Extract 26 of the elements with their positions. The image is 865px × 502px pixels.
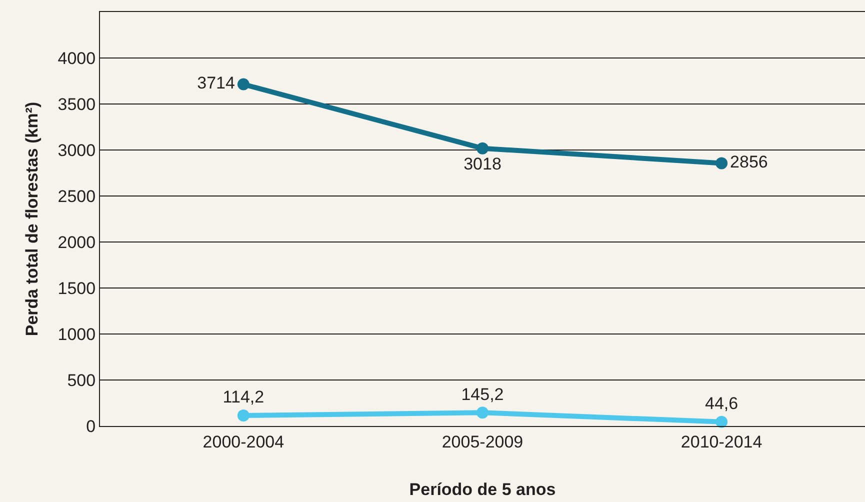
point [716, 157, 728, 170]
data-label: 2856 [730, 152, 768, 172]
point [237, 409, 250, 422]
data-label: 3018 [464, 154, 502, 174]
y-tick-label: 3500 [58, 94, 96, 114]
point [476, 142, 488, 154]
data-label: 145,2 [461, 384, 504, 404]
y-tick-label: 1500 [58, 278, 96, 298]
y-tick-label: 1000 [58, 324, 96, 344]
data-label: 114,2 [222, 388, 264, 407]
data-label: 3714 [197, 74, 235, 93]
y-tick-label: 4000 [58, 48, 96, 68]
x-tick-label: 2005-2009 [442, 432, 524, 452]
y-tick-label: 2000 [58, 232, 96, 252]
x-tick-label: 2010-2014 [680, 432, 762, 452]
data-label: 44,6 [705, 394, 738, 414]
y-tick-label: 2500 [58, 186, 96, 206]
y-tick-label: 500 [67, 370, 96, 390]
point [716, 416, 728, 428]
x-axis-title: Período de 5 anos [409, 480, 556, 499]
x-tick-label: 2000-2004 [202, 432, 284, 452]
point [476, 406, 488, 419]
y-tick-label: 0 [86, 416, 96, 436]
y-tick-label: 3000 [58, 140, 96, 160]
y-axis-title: Perda total de florestas (km²) [22, 102, 42, 336]
point [237, 78, 250, 90]
